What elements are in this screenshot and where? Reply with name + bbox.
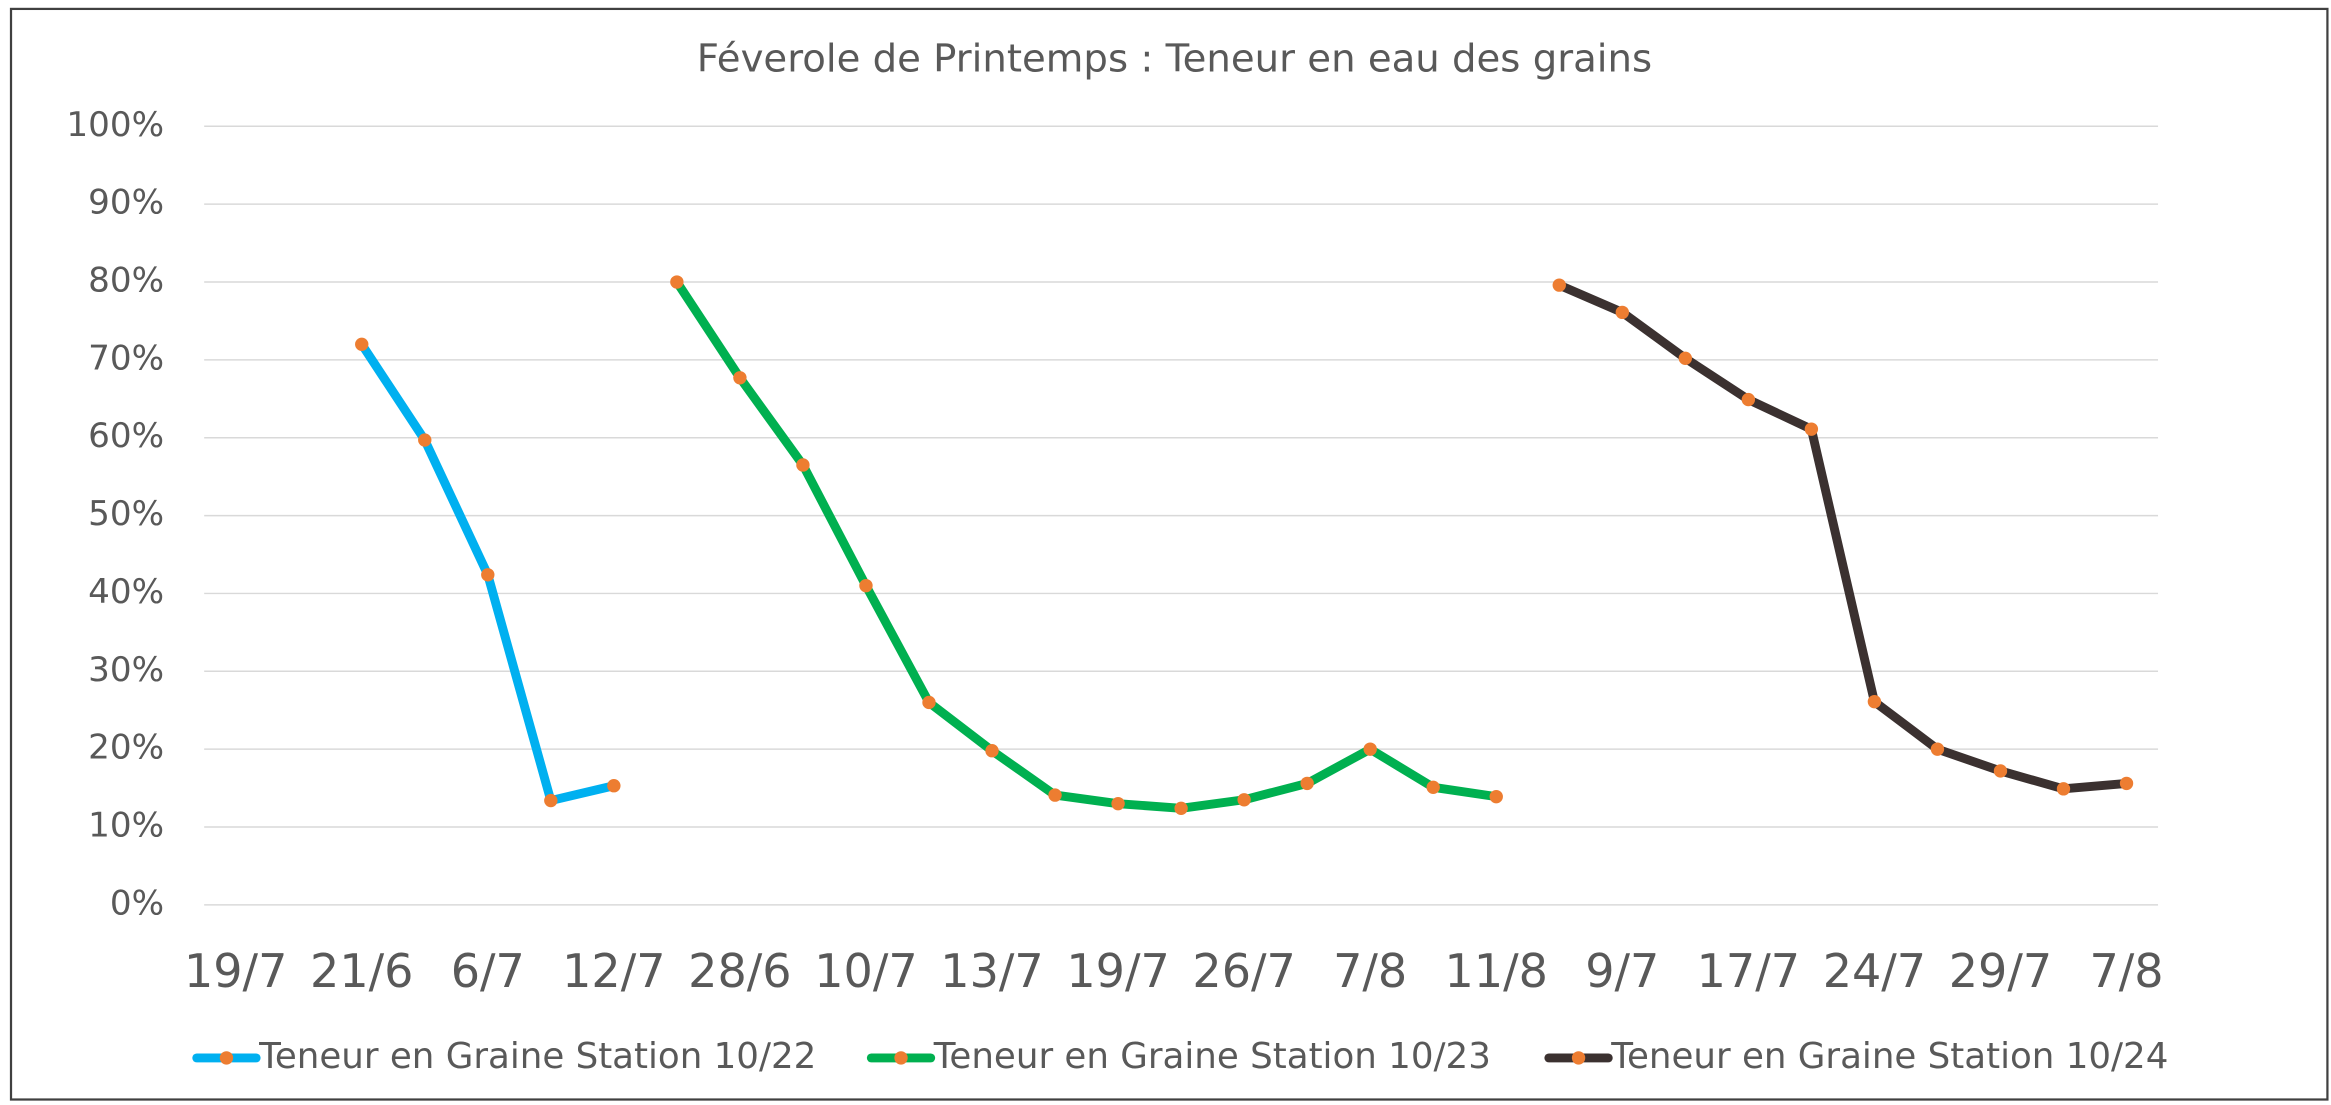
x-tick-label: 9/7 — [1585, 944, 1659, 998]
marker — [1741, 392, 1756, 407]
legend-marker — [1571, 1051, 1586, 1065]
x-tick-label: 13/7 — [940, 944, 1043, 998]
marker — [859, 578, 873, 593]
marker — [1174, 801, 1188, 816]
y-tick-label: 100% — [66, 105, 164, 145]
marker — [355, 337, 369, 351]
marker — [2056, 782, 2071, 796]
x-tick-label: 19/7 — [1066, 944, 1169, 998]
x-tick-label: 17/7 — [1697, 944, 1800, 998]
y-tick-label: 40% — [88, 572, 164, 612]
marker — [1993, 764, 2008, 778]
y-tick-label: 50% — [88, 494, 164, 534]
x-tick-label: 11/8 — [1445, 944, 1548, 998]
marker — [1930, 742, 1945, 756]
marker — [733, 371, 747, 385]
y-tick-label: 30% — [88, 650, 164, 690]
y-tick-label: 60% — [88, 416, 164, 456]
marker — [1552, 278, 1566, 292]
x-tick-label: 19/7 — [184, 944, 287, 998]
legend-label: Teneur en Graine Station 10/23 — [933, 1036, 1491, 1077]
marker — [1426, 780, 1440, 794]
marker — [607, 779, 621, 793]
marker — [1300, 776, 1314, 791]
marker — [481, 568, 495, 582]
legend-marker — [894, 1051, 908, 1065]
marker — [985, 744, 999, 758]
marker — [1237, 793, 1251, 807]
marker — [2119, 776, 2134, 791]
marker — [1048, 788, 1062, 802]
marker — [1804, 422, 1819, 436]
marker — [1678, 351, 1693, 365]
marker — [1615, 305, 1629, 320]
marker — [1489, 789, 1503, 804]
y-tick-label: 80% — [88, 261, 164, 301]
y-tick-label: 10% — [88, 806, 164, 846]
marker — [1867, 694, 1882, 709]
marker — [1111, 796, 1125, 811]
x-tick-label: 12/7 — [562, 944, 665, 998]
legend-label: Teneur en Graine Station 10/22 — [258, 1036, 816, 1077]
x-tick-label: 10/7 — [814, 944, 917, 998]
x-tick-label: 28/6 — [688, 944, 791, 998]
y-tick-label: 0% — [110, 883, 164, 923]
x-tick-label: 7/8 — [2089, 944, 2163, 998]
legend-marker — [219, 1051, 234, 1065]
x-tick-label: 29/7 — [1949, 944, 2052, 998]
x-tick-label: 24/7 — [1823, 944, 1926, 998]
y-tick-label: 70% — [88, 338, 164, 378]
marker — [922, 695, 936, 710]
x-tick-label: 26/7 — [1192, 944, 1295, 998]
chart-border — [9, 7, 2329, 1101]
y-tick-label: 90% — [88, 183, 164, 223]
y-tick-label: 20% — [88, 728, 164, 768]
x-tick-label: 6/7 — [451, 944, 525, 998]
marker — [796, 458, 810, 472]
x-tick-label: 21/6 — [310, 944, 413, 998]
series-line — [673, 279, 1497, 813]
chart-title: Féverole de Printemps : Teneur en eau de… — [697, 36, 1652, 81]
marker — [544, 793, 558, 808]
marker — [418, 433, 432, 447]
x-tick-label: 7/8 — [1333, 944, 1407, 998]
marker — [670, 275, 684, 289]
series-line — [1557, 281, 2127, 794]
marker — [1363, 742, 1377, 756]
legend-label: Teneur en Graine Station 10/24 — [1610, 1036, 2168, 1077]
